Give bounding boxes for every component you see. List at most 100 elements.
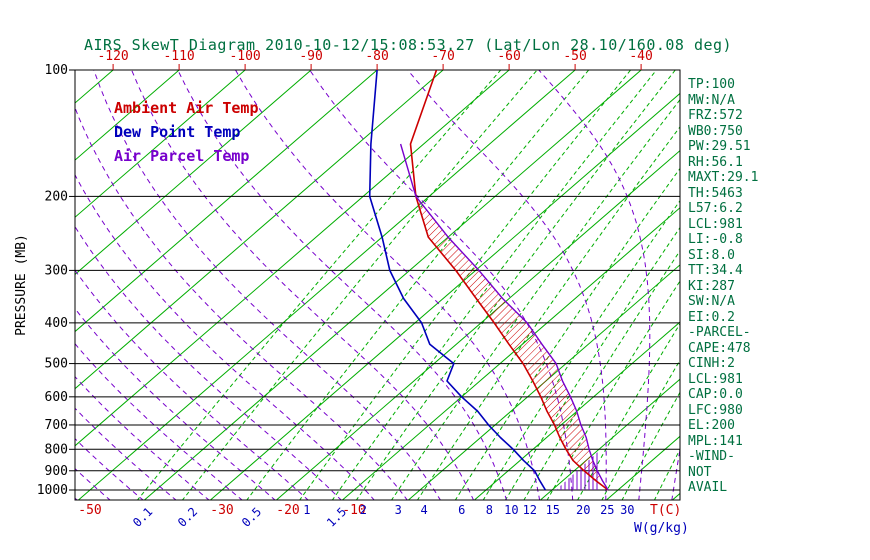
pressure-axis-title: PRESSURE (MB) xyxy=(14,234,29,336)
top-tick-label--70: -70 xyxy=(431,49,454,64)
top-tick-label--120: -120 xyxy=(97,49,128,64)
mixr-label-20: 20 xyxy=(576,503,590,517)
legend-item-air-parcel-temp: Air Parcel Temp xyxy=(114,147,250,165)
mixr-label-25: 25 xyxy=(600,503,614,517)
mixr-label-0.2: 0.2 xyxy=(175,505,200,530)
mixr-label-8: 8 xyxy=(486,503,493,517)
stats-line-13: KI:287 xyxy=(688,278,735,294)
stats-line-5: RH:56.1 xyxy=(688,154,743,170)
moist-adiabat-25 xyxy=(309,70,574,500)
stats-line-0: TP:100 xyxy=(688,77,735,92)
pressure-label-400: 400 xyxy=(45,316,68,331)
stats-line-16: -PARCEL- xyxy=(688,325,751,340)
top-tick-label--80: -80 xyxy=(365,49,388,64)
stats-line-10: LI:-0.8 xyxy=(688,232,743,247)
isotherm--110 xyxy=(75,70,180,161)
legend-item-ambient-air-temp: Ambient Air Temp xyxy=(114,99,259,117)
stats-line-14: SW:N/A xyxy=(688,294,735,309)
stats-line-18: CINH:2 xyxy=(688,356,735,371)
pressure-label-900: 900 xyxy=(45,464,68,479)
pressure-label-500: 500 xyxy=(45,357,68,372)
stats-line-4: PW:29.51 xyxy=(688,139,751,154)
legend-item-dew-point-temp: Dew Point Temp xyxy=(114,123,241,141)
stats-line-3: WB0:750 xyxy=(688,123,743,139)
stats-line-21: LFC:980 xyxy=(688,402,743,418)
moist-adiabat--10 xyxy=(75,225,342,500)
mixr-label-4: 4 xyxy=(420,503,427,517)
cape-hatch-area xyxy=(415,196,603,481)
stats-line-24: -WIND- xyxy=(688,449,735,464)
moist-adiabat--50 xyxy=(75,497,78,500)
isotherm--20 xyxy=(276,149,680,500)
stats-panel: TP:100 MW:N/A FRZ:572 WB0:750 PW:29.51 RH:56.… xyxy=(688,77,758,496)
mixr-label-10: 10 xyxy=(504,503,518,517)
parcel-curve xyxy=(399,143,609,491)
top-tick-label--50: -50 xyxy=(563,49,586,64)
mixing-ratio-line-20 xyxy=(577,322,680,500)
mixing-ratio-line-1.5 xyxy=(331,70,657,500)
stats-line-23: MPL:141 xyxy=(688,433,743,449)
bottom-temp-label--10: -10 xyxy=(342,503,365,518)
stats-line-15: EI:0.2 xyxy=(688,309,735,325)
mixing-ratio-line-10 xyxy=(504,226,680,500)
pressure-label-300: 300 xyxy=(45,263,68,278)
surface-hatch-area xyxy=(556,450,600,490)
top-tick-label--60: -60 xyxy=(497,49,520,64)
mixr-label-30: 30 xyxy=(620,503,634,517)
pressure-label-200: 200 xyxy=(45,189,68,204)
mixr-label-3: 3 xyxy=(395,503,402,517)
bottom-temp-label--50: -50 xyxy=(78,503,101,518)
stats-line-17: CAPE:478 xyxy=(688,340,751,356)
stats-line-19: LCL:981 xyxy=(688,371,743,387)
top-temp-axis: -120 -110 -100 -90 -80 -70 -60 -50 -40 xyxy=(97,49,653,70)
mixr-unit-label: W(g/kg) xyxy=(634,521,689,536)
isotherm--100 xyxy=(75,70,246,218)
mixing-ratio-line-0.5 xyxy=(246,70,590,500)
bottom-temp-label--30: -30 xyxy=(210,503,233,518)
mixr-label-15: 15 xyxy=(546,503,560,517)
bottom-axis: -50 -30 -20 -100.1 0.2 0.5 1 1.5 2 3 4 6 8 10 12 15 20 25… xyxy=(78,503,689,536)
isotherm--80 xyxy=(75,70,378,333)
mixr-label-12: 12 xyxy=(523,503,537,517)
moist-adiabat--60 xyxy=(0,70,12,501)
isotherm--10 xyxy=(342,207,680,500)
temperature-curve xyxy=(409,70,609,491)
pressure-axis: 100 200 300 400 500 600 700 800 900 1000 PRESSURE … xyxy=(14,63,75,498)
stats-line-7: TH:5463 xyxy=(688,185,743,201)
top-tick-label--40: -40 xyxy=(629,49,652,64)
pressure-label-100: 100 xyxy=(45,63,68,78)
isotherm--50 xyxy=(78,70,576,500)
pressure-label-800: 800 xyxy=(45,442,68,457)
mixr-label-6: 6 xyxy=(458,503,465,517)
stats-line-26: AVAIL xyxy=(688,480,728,495)
mixing-ratio-line-40 xyxy=(653,448,680,500)
moist-adiabat-20 xyxy=(235,70,541,500)
temp-unit-label: T(C) xyxy=(650,503,681,518)
stats-line-12: TT:34.4 xyxy=(688,263,743,278)
stats-line-11: SI:8.0 xyxy=(688,247,735,263)
top-tick-label--110: -110 xyxy=(163,49,194,64)
mixr-label-0.1: 0.1 xyxy=(130,505,155,530)
stats-line-25: NOT xyxy=(688,464,712,480)
moist-adiabat--5 xyxy=(75,173,375,500)
stats-line-8: L57:6.2 xyxy=(688,201,743,216)
stats-line-22: EL:200 xyxy=(688,418,735,433)
pressure-label-600: 600 xyxy=(45,390,68,405)
mixr-label-0.5: 0.5 xyxy=(239,505,264,530)
pressure-label-1000: 1000 xyxy=(37,483,68,498)
isotherm--90 xyxy=(75,70,312,276)
profile-curves xyxy=(368,70,609,491)
stats-line-20: CAP:0.0 xyxy=(688,387,743,402)
mixr-label-1: 1 xyxy=(303,503,310,517)
isotherm-10 xyxy=(474,321,680,500)
dewpoint-curve xyxy=(368,70,547,491)
legend: Ambient Air Temp Dew Point Temp Air Parcel… xyxy=(114,96,259,168)
top-tick-label--90: -90 xyxy=(299,49,322,64)
stats-line-6: MAXT:29.1 xyxy=(688,170,759,185)
isotherm-20 xyxy=(540,378,680,500)
stats-line-1: MW:N/A xyxy=(688,92,735,108)
isotherm--70 xyxy=(75,70,444,390)
stats-line-9: LCL:981 xyxy=(688,216,743,232)
